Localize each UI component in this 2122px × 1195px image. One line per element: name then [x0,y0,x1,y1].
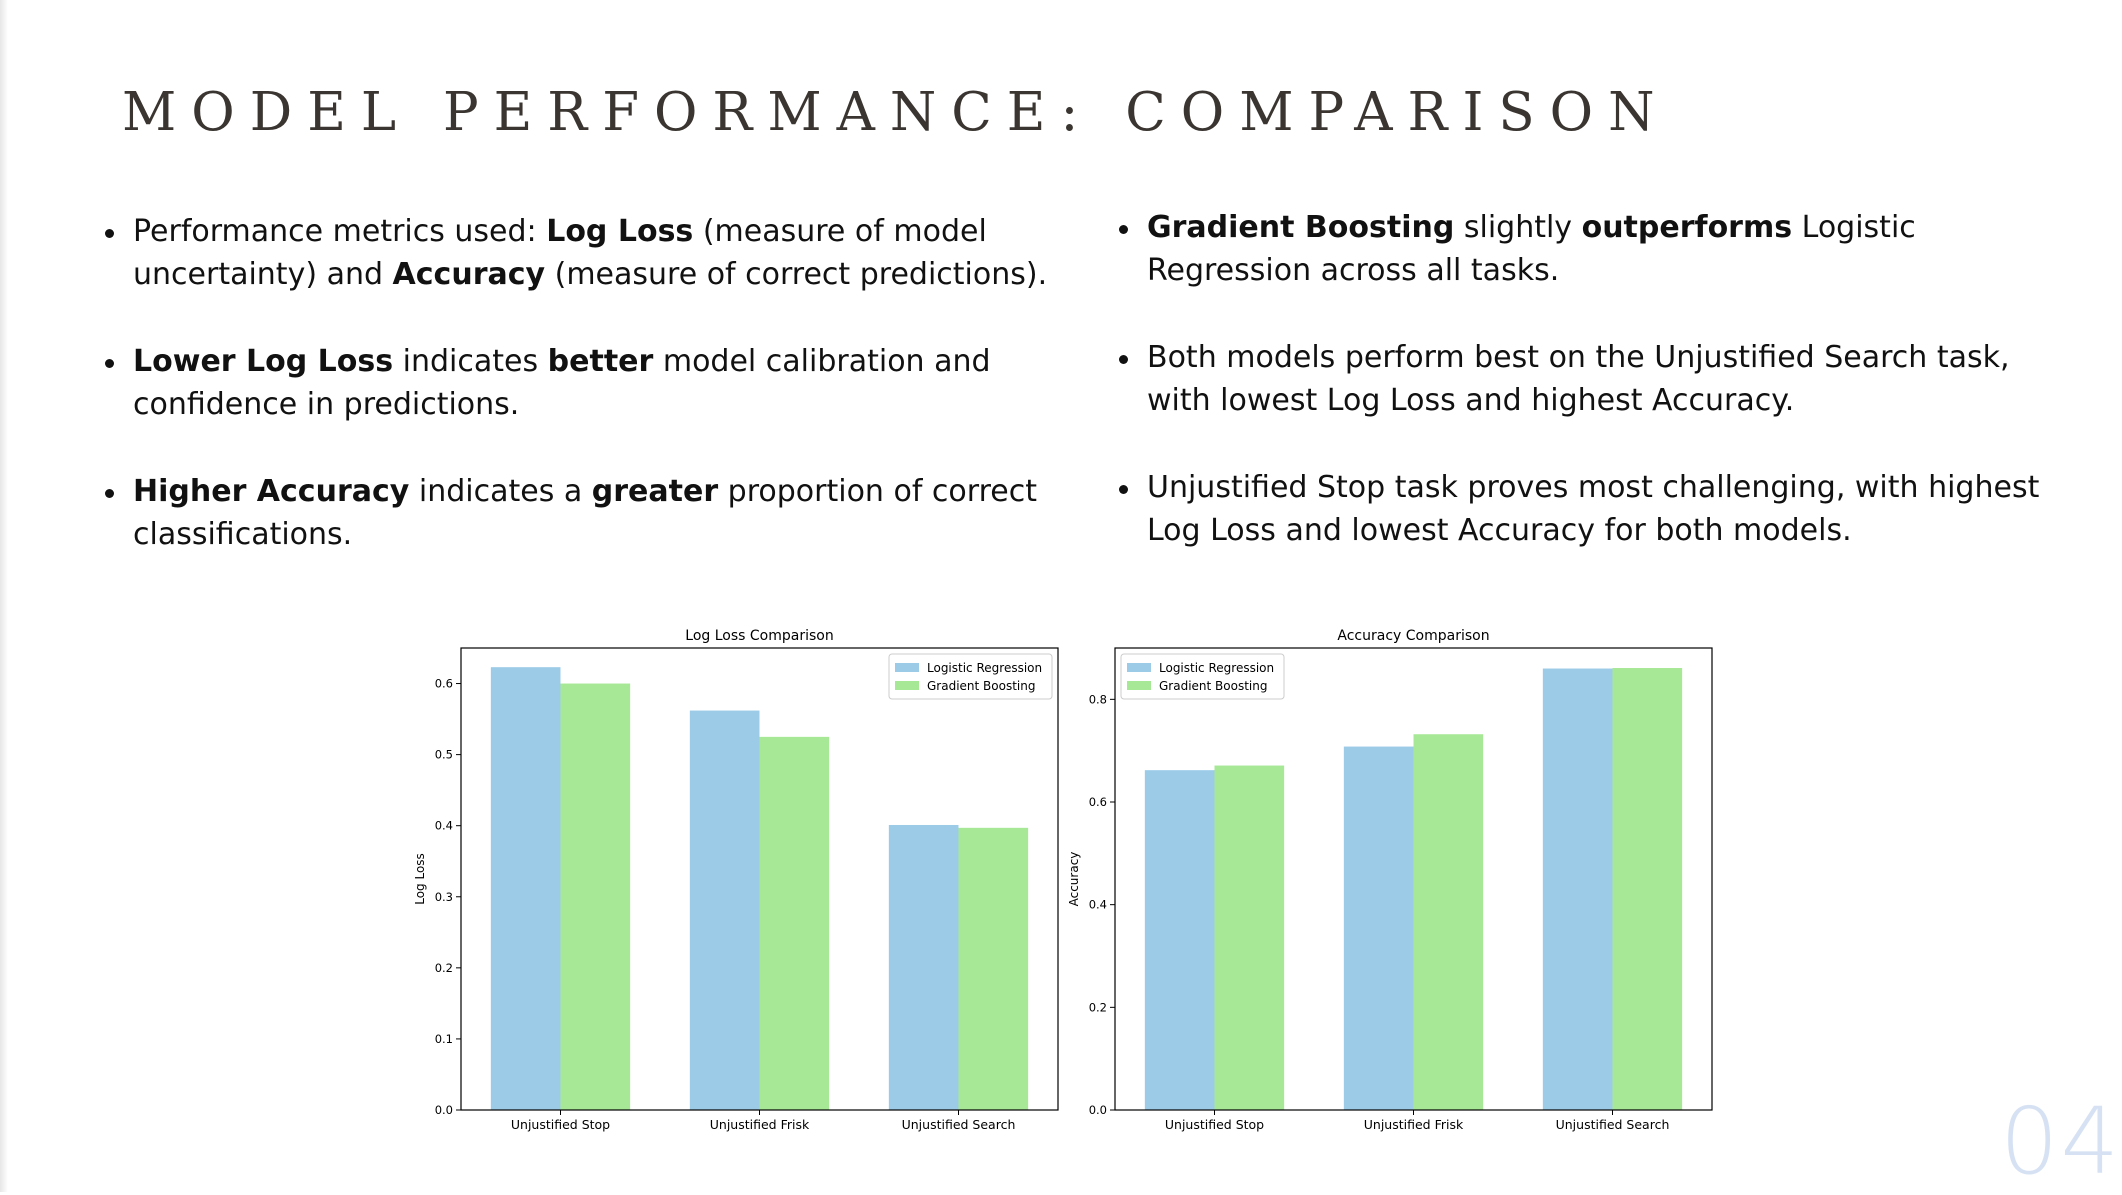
bullet-bold-text: outperforms [1581,210,1793,245]
left-bullet-list: Performance metrics used: Log Loss (meas… [103,210,1063,600]
legend-label: Logistic Regression [1159,661,1274,675]
bullet-text: Both models perform best on the Unjustif… [1147,340,2010,418]
y-tick-label: 0.8 [1089,692,1107,706]
bar-logistic-regression [490,667,561,1110]
bullet-bold-text: Gradient Boosting [1147,210,1455,245]
y-tick-label: 0.2 [435,961,453,975]
comparison-charts-svg: 0.0 0.1 0.2 0.3 0.4 0.5 0.6 Unjustified Stop Unj… [413,628,1713,1132]
bullet-text: Unjustified Stop task proves most challe… [1147,470,2040,548]
legend-swatch [895,681,919,690]
y-tick-label: 0.6 [435,677,453,691]
x-tick-label: Unjustified Stop [511,1117,610,1132]
y-tick-label: 0.4 [1089,898,1107,912]
right-bullet-1: Gradient Boosting slightly outperforms L… [1117,206,2077,292]
legend-box [888,653,1053,700]
bar-logistic-regression [1343,746,1414,1110]
y-tick-label: 0.0 [1089,1103,1107,1117]
legend-swatch [895,663,919,672]
x-tick-label: Unjustified Search [902,1117,1016,1132]
x-tick-label: Unjustified Frisk [1364,1117,1464,1132]
bullet-bold-text: Higher Accuracy [133,474,410,509]
legend-label: Logistic Regression [927,661,1042,675]
x-tick-label: Unjustified Frisk [710,1117,810,1132]
slide-edge-shadow [0,0,8,1192]
bar-gradient-boosting [1214,765,1285,1110]
right-bullet-3: Unjustified Stop task proves most challe… [1117,466,2077,552]
y-tick-label: 0.1 [435,1032,453,1046]
legend-swatch [1127,681,1151,690]
left-bullet-2: Lower Log Loss indicates better model ca… [103,340,1063,426]
legend-label: Gradient Boosting [1159,679,1267,693]
left-bullet-1: Performance metrics used: Log Loss (meas… [103,210,1063,296]
bullet-text: (measure of correct predictions). [545,257,1048,292]
slide-title: MODEL PERFORMANCE: COMPARISON [122,82,1670,143]
bar-gradient-boosting [759,736,830,1110]
bullet-bold-text: greater [591,474,719,509]
bar-gradient-boosting [1413,734,1484,1110]
y-tick-label: 0.0 [435,1103,453,1117]
bullet-bold-text: better [547,344,654,379]
bullet-text: Performance metrics used: [133,214,547,249]
bullet-text: Logistic Regression across all tasks. [1147,210,1916,288]
legend-swatch [1127,663,1151,672]
bar-gradient-boosting [1612,668,1683,1110]
bullet-text: indicates a [409,474,592,509]
chart-title: Log Loss Comparison [685,628,833,644]
bar-logistic-regression [1542,668,1613,1110]
bullet-text: indicates [393,344,548,379]
bullet-bold-text: Lower Log Loss [133,344,394,379]
y-tick-label: 0.3 [435,890,453,904]
y-tick-label: 0.2 [1089,1000,1107,1014]
bar-logistic-regression [888,824,959,1110]
legend-label: Gradient Boosting [927,679,1035,693]
x-tick-label: Unjustified Stop [1165,1117,1264,1132]
bullet-text: slightly [1454,210,1582,245]
left-bullet-3: Higher Accuracy indicates a greater prop… [103,470,1063,556]
right-bullet-list: Gradient Boosting slightly outperforms L… [1117,206,2077,596]
bullet-text: proportion of correct classifications. [133,474,1037,552]
y-tick-label: 0.5 [435,748,453,762]
x-tick-label: Unjustified Search [1556,1117,1670,1132]
legend-box [1120,653,1285,700]
bar-logistic-regression [1144,770,1215,1110]
bar-gradient-boosting [560,683,631,1110]
bar-logistic-regression [689,710,760,1110]
y-tick-label: 0.4 [435,819,453,833]
charts-figure: 0.0 0.1 0.2 0.3 0.4 0.5 0.6 Unjustified Stop Unj… [408,618,1718,1140]
y-axis-label: Log Loss [413,853,427,905]
bullet-text: (measure of model uncertainty) and [133,214,987,292]
bullet-bold-text: Accuracy [392,257,546,292]
bullet-text: model calibration and confidence in pred… [133,344,991,422]
bullet-bold-text: Log Loss [546,214,694,249]
right-bullet-2: Both models perform best on the Unjustif… [1117,336,2077,422]
y-tick-label: 0.6 [1089,795,1107,809]
chart-title: Accuracy Comparison [1337,628,1489,644]
page-number: 04 [2000,1088,2122,1195]
y-axis-label: Accuracy [1067,852,1081,907]
bar-gradient-boosting [958,827,1029,1110]
